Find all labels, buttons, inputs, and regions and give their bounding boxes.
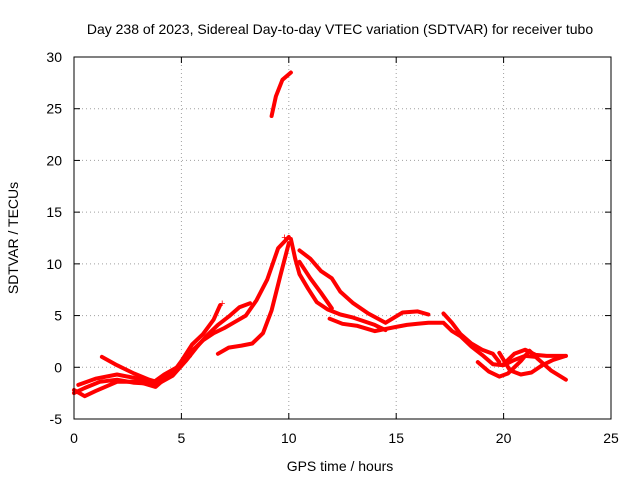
x-tick-label: 5: [178, 430, 186, 446]
series-trace-l: [475, 348, 568, 382]
x-tick-label: 20: [496, 430, 512, 446]
y-tick-label: 0: [54, 359, 62, 375]
series-trace-c: [99, 301, 253, 385]
y-tick-label: 15: [46, 204, 62, 220]
series-trace-h: [297, 248, 431, 325]
y-tick-label: -5: [50, 411, 63, 427]
data-traces: [72, 70, 568, 399]
x-axis-label: GPS time / hours: [287, 458, 394, 474]
y-axis-label: SDTVAR / TECUs: [5, 182, 21, 294]
data-annotations: ++: [219, 232, 288, 310]
series-trace-i: [297, 259, 334, 311]
series-trace-a: [72, 235, 291, 399]
series-trace-k: [441, 311, 502, 365]
x-tick-label: 25: [603, 430, 619, 446]
annotation-marker: +: [281, 232, 287, 244]
y-tick-label: 5: [54, 308, 62, 324]
series-trace-g: [288, 237, 388, 333]
y-tick-label: 30: [46, 49, 62, 65]
chart-title: Day 238 of 2023, Sidereal Day-to-day VTE…: [87, 21, 594, 37]
series-trace-e: [72, 353, 192, 396]
tick-labels: 0 5 10 15 20 25 -5 0 5 10 15 20 25 30: [46, 49, 619, 446]
series-trace-f: [269, 70, 293, 118]
series-trace-d: [215, 241, 291, 356]
x-tick-label: 0: [70, 430, 78, 446]
x-tick-label: 10: [281, 430, 297, 446]
plot-border: [73, 56, 612, 420]
y-tick-label: 25: [46, 101, 62, 117]
series-trace-n: [501, 347, 568, 367]
series-trace-m: [497, 350, 568, 377]
axis-ticks: [73, 56, 612, 420]
grid-lines: [74, 57, 611, 419]
y-tick-label: 10: [46, 256, 62, 272]
x-tick-label: 15: [388, 430, 404, 446]
y-tick-label: 20: [46, 152, 62, 168]
annotation-marker: +: [219, 298, 225, 310]
